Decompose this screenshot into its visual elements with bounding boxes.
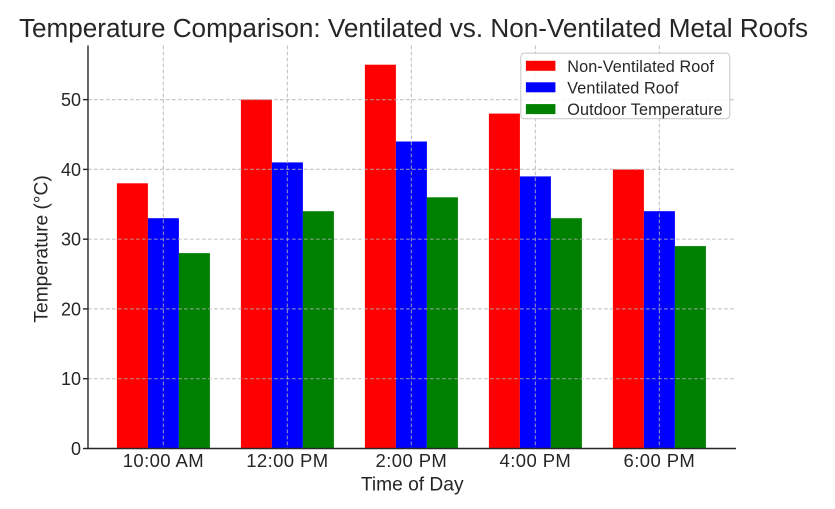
svg-text:Temperature Comparison: Ventil: Temperature Comparison: Ventilated vs. N… [19, 13, 808, 43]
svg-text:6:00 PM: 6:00 PM [624, 450, 696, 471]
svg-text:2:00 PM: 2:00 PM [376, 450, 448, 471]
svg-text:10:00 AM: 10:00 AM [123, 450, 204, 471]
svg-text:Non-Ventilated Roof: Non-Ventilated Roof [567, 58, 714, 76]
svg-text:12:00 PM: 12:00 PM [246, 450, 328, 471]
svg-text:0: 0 [71, 439, 81, 459]
svg-text:30: 30 [61, 230, 81, 250]
svg-text:40: 40 [61, 160, 81, 180]
svg-text:Temperature (°C): Temperature (°C) [32, 175, 53, 322]
svg-text:Time of Day: Time of Day [361, 474, 464, 495]
svg-text:Outdoor Temperature: Outdoor Temperature [567, 101, 722, 119]
svg-text:20: 20 [61, 299, 81, 319]
svg-text:4:00 PM: 4:00 PM [500, 450, 572, 471]
svg-text:Ventilated Roof: Ventilated Roof [567, 80, 679, 98]
svg-text:10: 10 [61, 369, 81, 389]
svg-text:50: 50 [61, 90, 81, 110]
